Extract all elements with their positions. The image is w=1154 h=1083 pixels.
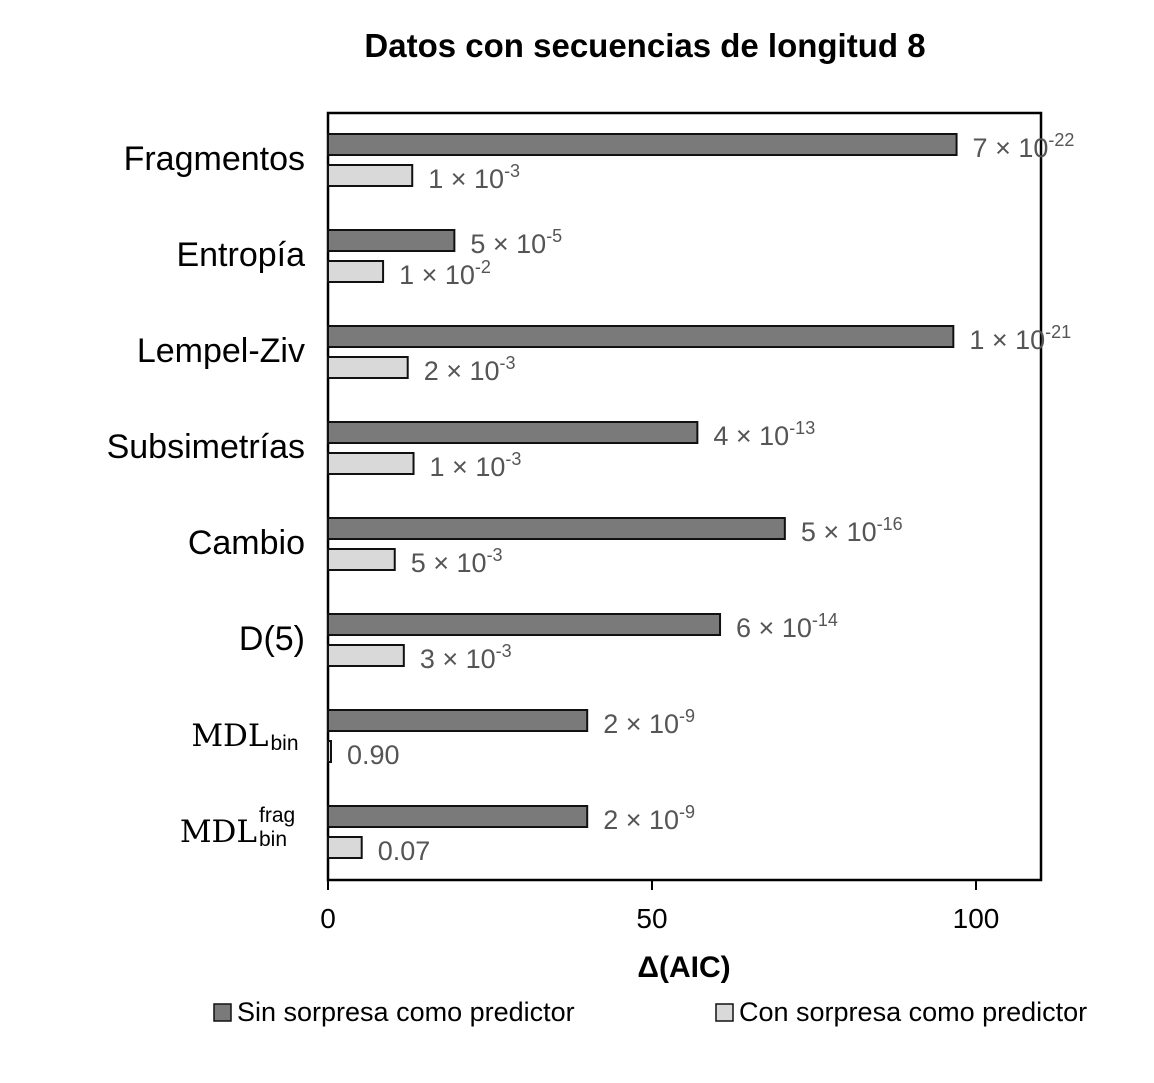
data-label: 5 × 10-16 bbox=[801, 514, 903, 547]
data-label: 1 × 10-3 bbox=[430, 449, 522, 482]
data-label: 7 × 10-22 bbox=[973, 130, 1075, 163]
bar-sin-sorpresa bbox=[327, 325, 955, 348]
bar-sin-sorpresa bbox=[327, 229, 456, 252]
data-label: 2 × 10-3 bbox=[424, 353, 516, 386]
x-tick-label: 100 bbox=[953, 903, 1000, 934]
x-axis-label: Δ(AIC) bbox=[637, 951, 730, 984]
data-label: 2 × 10-9 bbox=[603, 706, 695, 739]
category-label-sup: frag bbox=[259, 804, 295, 827]
bar-sin-sorpresa bbox=[327, 517, 786, 540]
category-label: MDL bin bbox=[191, 718, 298, 755]
data-label: 1 × 10-21 bbox=[969, 322, 1071, 355]
category-label: D(5) bbox=[239, 620, 305, 658]
category-label-main: MDL bbox=[191, 718, 268, 754]
legend-item-sin-sorpresa: Sin sorpresa como predictor bbox=[237, 997, 575, 1027]
data-label: 6 × 10-14 bbox=[736, 610, 838, 643]
plot-frame bbox=[326, 111, 1043, 882]
bar-sin-sorpresa bbox=[327, 709, 589, 732]
bar-sin-sorpresa bbox=[327, 805, 589, 828]
data-label: 4 × 10-13 bbox=[713, 418, 815, 451]
x-tick-label: 50 bbox=[636, 903, 667, 934]
category-label: Fragmentos bbox=[124, 140, 305, 178]
x-tick-label: 0 bbox=[320, 903, 336, 934]
bar-sin-sorpresa bbox=[327, 613, 722, 636]
legend-swatch bbox=[715, 1003, 734, 1022]
legend-swatch bbox=[213, 1003, 232, 1022]
bar-con-sorpresa bbox=[327, 836, 363, 859]
bar-con-sorpresa bbox=[327, 356, 409, 379]
data-label: 1 × 10-3 bbox=[428, 161, 520, 194]
bar-con-sorpresa bbox=[327, 644, 405, 667]
category-label: Subsimetrías bbox=[107, 428, 305, 466]
bar-con-sorpresa bbox=[327, 452, 415, 475]
plot-area: 0 50 100 7 × 10-22 1 × 10-3 Fragmentos 5 × 10-… bbox=[107, 111, 1075, 934]
bar-con-sorpresa bbox=[327, 164, 414, 187]
category-label: Lempel-Ziv bbox=[137, 332, 305, 370]
bar-sin-sorpresa bbox=[327, 421, 699, 444]
legend: Sin sorpresa como predictor Con sorpresa … bbox=[213, 997, 1087, 1027]
data-label: 2 × 10-9 bbox=[603, 802, 695, 835]
category-label-sub: bin bbox=[259, 828, 287, 851]
data-label: 3 × 10-3 bbox=[420, 641, 512, 674]
bar-con-sorpresa bbox=[327, 260, 385, 283]
data-label: 0.07 bbox=[378, 836, 431, 866]
data-label: 5 × 10-3 bbox=[411, 545, 503, 578]
bar-con-sorpresa bbox=[327, 740, 332, 763]
category-label: Entropía bbox=[176, 236, 305, 274]
data-label: 0.90 bbox=[347, 740, 400, 770]
category-label-sub: bin bbox=[271, 732, 299, 755]
bar-con-sorpresa bbox=[327, 548, 396, 571]
data-label: 1 × 10-2 bbox=[399, 257, 491, 290]
data-label: 5 × 10-5 bbox=[470, 226, 562, 259]
chart-title: Datos con secuencias de longitud 8 bbox=[364, 27, 925, 64]
category-label-main: MDL bbox=[180, 814, 257, 850]
bar-sin-sorpresa bbox=[327, 133, 958, 156]
legend-item-con-sorpresa: Con sorpresa como predictor bbox=[739, 997, 1087, 1027]
category-label: Cambio bbox=[188, 524, 305, 562]
